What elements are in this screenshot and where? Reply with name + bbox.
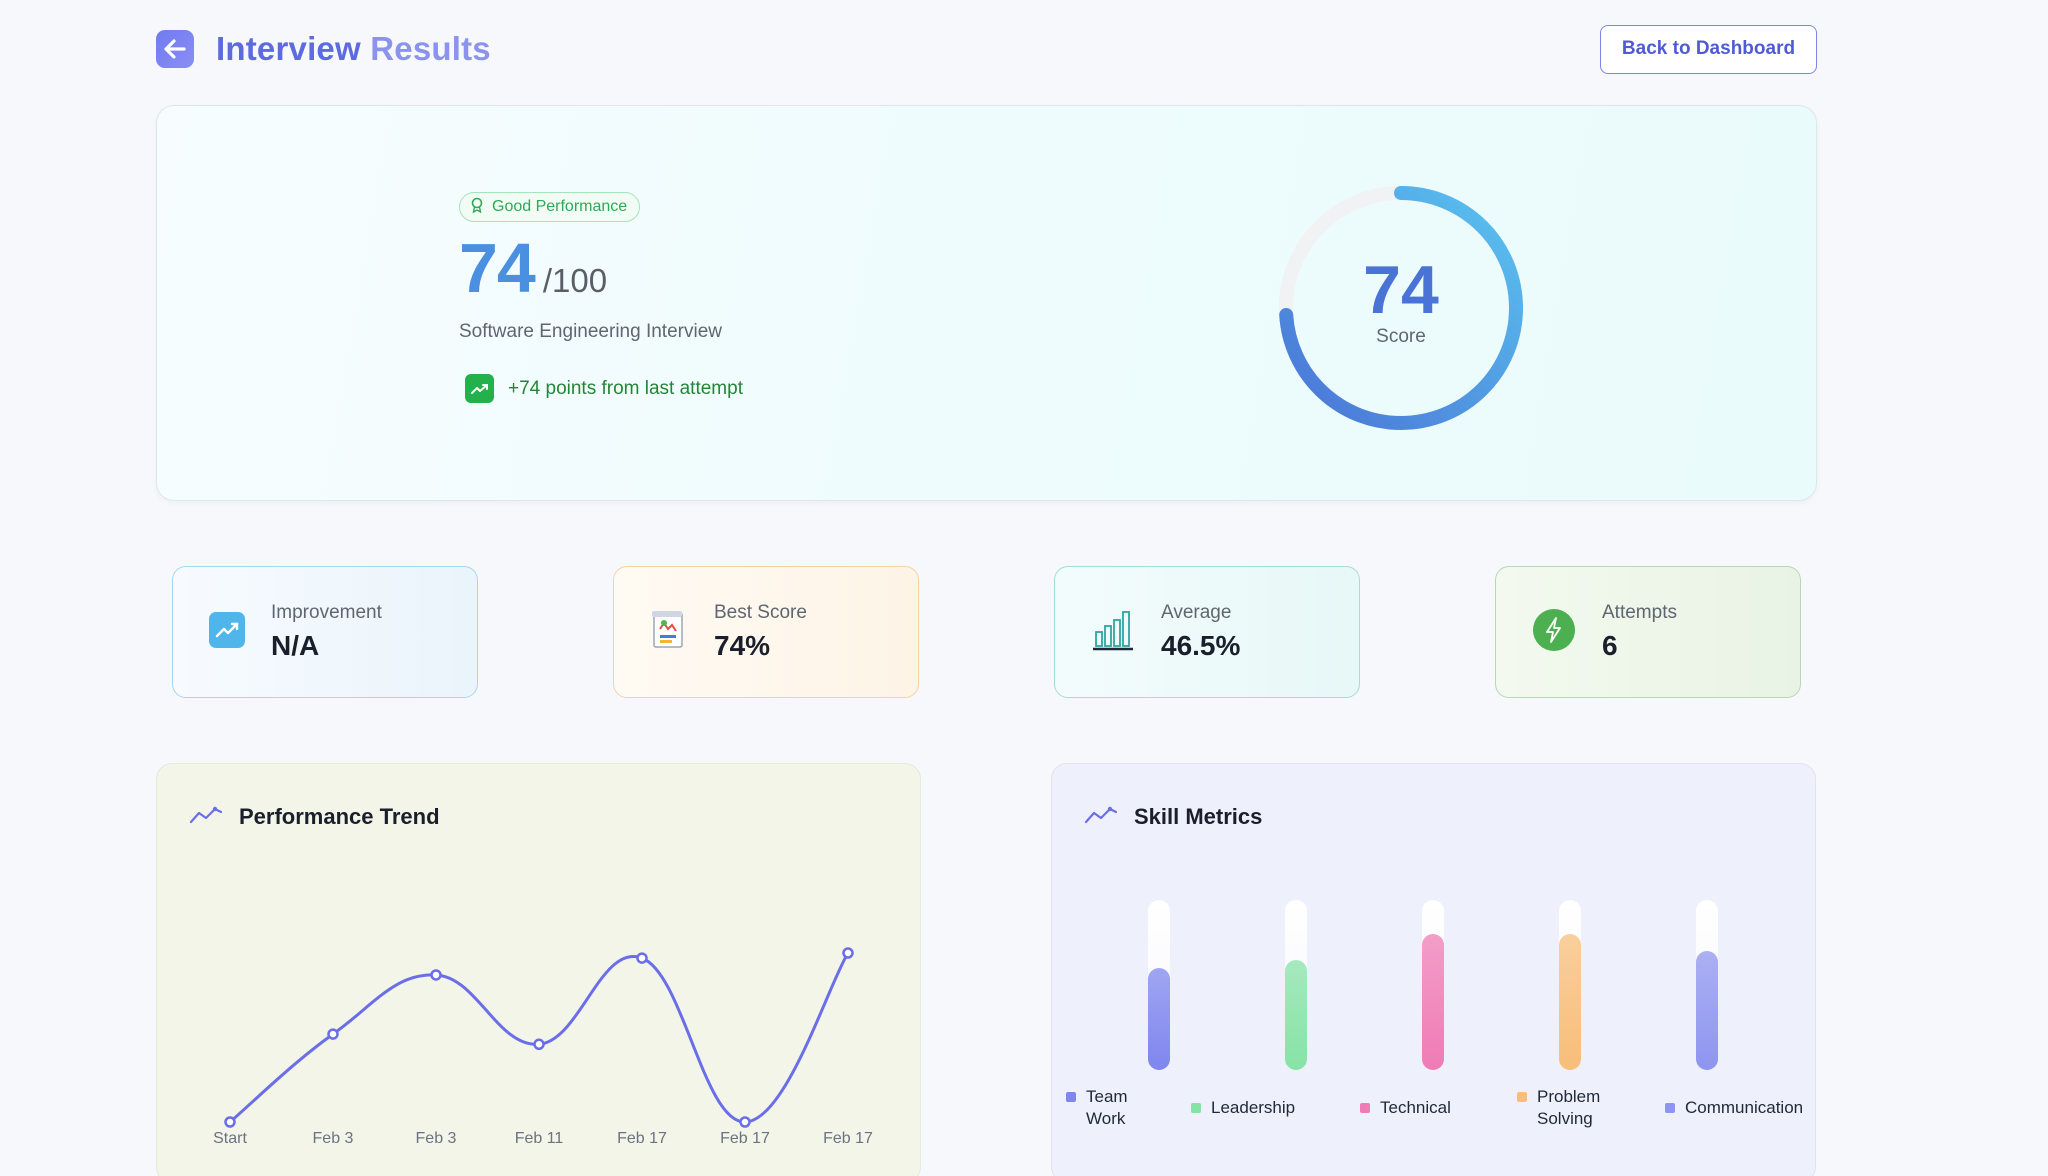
line-chart-icon bbox=[1084, 804, 1118, 830]
stat-value: N/A bbox=[271, 630, 320, 661]
skill-bar-track bbox=[1148, 900, 1170, 1070]
bar-chart-icon bbox=[1091, 608, 1135, 657]
trend-x-label: Feb 17 bbox=[720, 1130, 770, 1147]
certificate-icon bbox=[650, 609, 688, 656]
line-chart-icon bbox=[189, 804, 223, 830]
trend-x-label: Start bbox=[213, 1130, 247, 1147]
skill-bar-fill bbox=[1559, 934, 1581, 1070]
trend-point[interactable] bbox=[533, 1038, 545, 1051]
stat-card-improvement: Improvement N/A bbox=[172, 566, 478, 698]
performance-badge-label: Good Performance bbox=[492, 198, 628, 215]
stat-value: 74% bbox=[714, 630, 771, 661]
score-summary-card: Good Performance 74 /100 Software Engine… bbox=[156, 105, 1817, 501]
skill-legend-item: Communication bbox=[1665, 1097, 1803, 1119]
score-ring bbox=[1279, 186, 1523, 430]
skill-legend-label: Problem Solving bbox=[1537, 1087, 1601, 1128]
back-arrow-icon[interactable] bbox=[156, 30, 194, 68]
performance-trend-panel: Performance Trend bbox=[156, 763, 921, 1176]
skill-legend-item: Leadership bbox=[1191, 1097, 1295, 1119]
skill-legend-label: Technical bbox=[1380, 1098, 1451, 1117]
skill-bar-fill bbox=[1148, 968, 1170, 1070]
trend-up-icon bbox=[465, 374, 494, 403]
stat-label: Best Score bbox=[714, 602, 807, 623]
performance-trend-title: Performance Trend bbox=[189, 804, 440, 830]
trend-point[interactable] bbox=[842, 947, 854, 959]
trend-x-label: Feb 3 bbox=[415, 1130, 457, 1147]
award-icon bbox=[470, 197, 484, 218]
legend-swatch bbox=[1517, 1092, 1527, 1102]
back-to-dashboard-button[interactable]: Back to Dashboard bbox=[1600, 24, 1817, 74]
interview-type: Software Engineering Interview bbox=[459, 321, 722, 342]
legend-swatch bbox=[1360, 1103, 1370, 1113]
legend-swatch bbox=[1066, 1092, 1076, 1102]
stat-card-best-score: Best Score 74% bbox=[613, 566, 919, 698]
stat-card-average: Average 46.5% bbox=[1054, 566, 1360, 698]
lightning-icon bbox=[1532, 608, 1576, 657]
skill-bar-fill bbox=[1422, 934, 1444, 1070]
stat-value: 6 bbox=[1602, 630, 1618, 661]
legend-swatch bbox=[1191, 1103, 1201, 1113]
trend-x-label: Feb 3 bbox=[312, 1130, 354, 1147]
score-delta: +74 points from last attempt bbox=[465, 374, 743, 403]
skill-legend-label: Communication bbox=[1685, 1098, 1804, 1117]
stat-label: Improvement bbox=[271, 602, 382, 623]
skill-legend-label: Leadership bbox=[1211, 1098, 1296, 1117]
skill-bar-track bbox=[1285, 900, 1307, 1070]
score-ring-arc bbox=[1279, 186, 1523, 430]
page-title: Interview Results bbox=[216, 30, 491, 68]
trend-up-icon bbox=[209, 611, 245, 653]
header-left: Interview Results bbox=[156, 30, 491, 68]
stat-card-attempts: Attempts 6 bbox=[1495, 566, 1801, 698]
stat-label: Average bbox=[1161, 602, 1232, 623]
main-score-denominator: /100 bbox=[542, 262, 608, 299]
trend-point[interactable] bbox=[739, 1116, 751, 1128]
performance-badge: Good Performance bbox=[459, 192, 641, 222]
skill-bar-track bbox=[1422, 900, 1444, 1070]
trend-point[interactable] bbox=[636, 952, 648, 964]
skill-bar-track bbox=[1559, 900, 1581, 1070]
trend-x-label: Feb 17 bbox=[617, 1130, 667, 1147]
page-title-part1: Interview bbox=[216, 30, 361, 67]
stat-label: Attempts bbox=[1602, 602, 1677, 623]
main-score: 74 /100 bbox=[459, 228, 607, 308]
skill-legend-label: Team Work bbox=[1086, 1087, 1128, 1128]
stat-value: 46.5% bbox=[1161, 630, 1241, 661]
trend-point[interactable] bbox=[327, 1028, 339, 1040]
skill-legend-item: Technical bbox=[1360, 1097, 1451, 1119]
ring-score-value: 74 bbox=[1363, 252, 1439, 328]
ring-score-label: Score bbox=[1376, 326, 1426, 347]
trend-point[interactable] bbox=[430, 969, 442, 981]
main-score-value: 74 bbox=[459, 229, 536, 307]
skill-bar-fill bbox=[1285, 959, 1307, 1070]
skill-metrics-title-text: Skill Metrics bbox=[1134, 804, 1263, 829]
trend-x-label: Feb 17 bbox=[823, 1130, 873, 1147]
legend-swatch bbox=[1665, 1103, 1675, 1113]
skill-legend-item: Team Work bbox=[1066, 1086, 1128, 1130]
skill-legend-item: Problem Solving bbox=[1517, 1086, 1600, 1130]
trend-point[interactable] bbox=[224, 1116, 236, 1128]
page-title-part2: Results bbox=[370, 30, 491, 67]
skill-metrics-title: Skill Metrics bbox=[1084, 804, 1262, 830]
score-delta-text: +74 points from last attempt bbox=[508, 377, 743, 399]
page-header: Interview Results Back to Dashboard bbox=[156, 24, 1817, 74]
skill-bar-track bbox=[1696, 900, 1718, 1070]
skill-bar-fill bbox=[1696, 951, 1718, 1070]
performance-trend-title-text: Performance Trend bbox=[239, 804, 440, 829]
trend-line bbox=[229, 952, 850, 1124]
trend-x-label: Feb 11 bbox=[514, 1130, 564, 1147]
